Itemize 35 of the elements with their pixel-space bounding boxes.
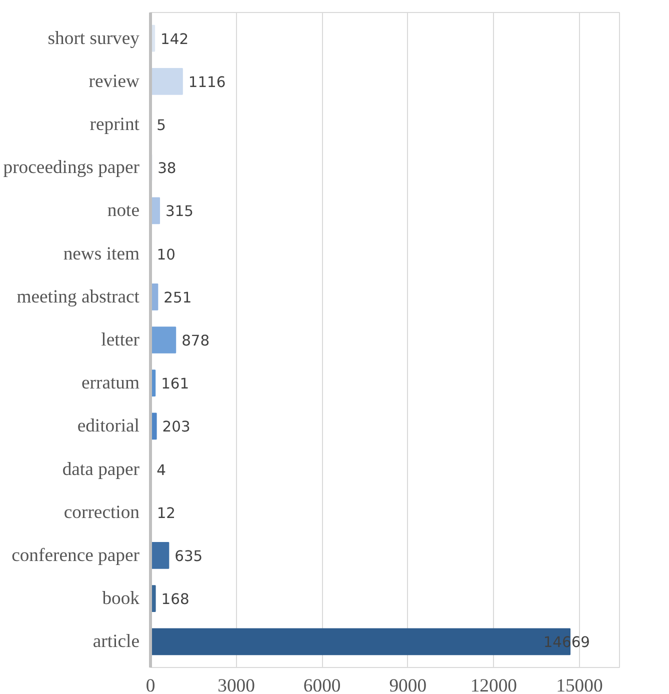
- y-tick-label: conference paper: [12, 544, 140, 566]
- data-label: 878: [182, 332, 210, 350]
- y-tick-label: editorial: [77, 416, 140, 437]
- data-label: 161: [161, 376, 190, 393]
- data-label: 12: [156, 504, 176, 522]
- y-tick-label: reprint: [90, 114, 140, 136]
- data-label: 38: [158, 160, 176, 178]
- y-tick-label: proceedings paper: [3, 157, 140, 178]
- data-label: 142: [160, 30, 189, 48]
- x-tick-label: 6000: [303, 676, 341, 694]
- y-tick-label: data paper: [62, 458, 140, 480]
- x-tick-label: 9000: [389, 676, 427, 694]
- data-label: 4: [156, 462, 166, 479]
- data-label: 251: [164, 289, 192, 306]
- data-label: 168: [161, 591, 190, 608]
- y-tick-label: news item: [63, 243, 140, 264]
- x-tick-label: 15000: [556, 676, 603, 694]
- y-tick-label: book: [102, 588, 140, 610]
- data-label: 5: [156, 117, 166, 134]
- y-tick-label: review: [88, 70, 140, 92]
- x-tick-label: 0: [146, 676, 156, 694]
- y-tick-label: article: [92, 631, 140, 652]
- x-tick-label: 12000: [470, 676, 517, 694]
- y-tick-label: note: [107, 200, 140, 222]
- x-tick-label: 3000: [218, 676, 255, 694]
- y-tick-label: meeting abstract: [16, 286, 140, 308]
- data-label: 635: [174, 548, 203, 565]
- data-label: 10: [156, 246, 176, 264]
- y-tick-label: erratum: [81, 372, 140, 394]
- y-tick-label: correction: [64, 502, 140, 523]
- data-label: 203: [162, 418, 190, 436]
- data-label: 315: [166, 203, 194, 220]
- data-label: 1116: [188, 74, 226, 91]
- y-tick-label: letter: [101, 330, 140, 350]
- y-tick-label: short survey: [48, 28, 140, 49]
